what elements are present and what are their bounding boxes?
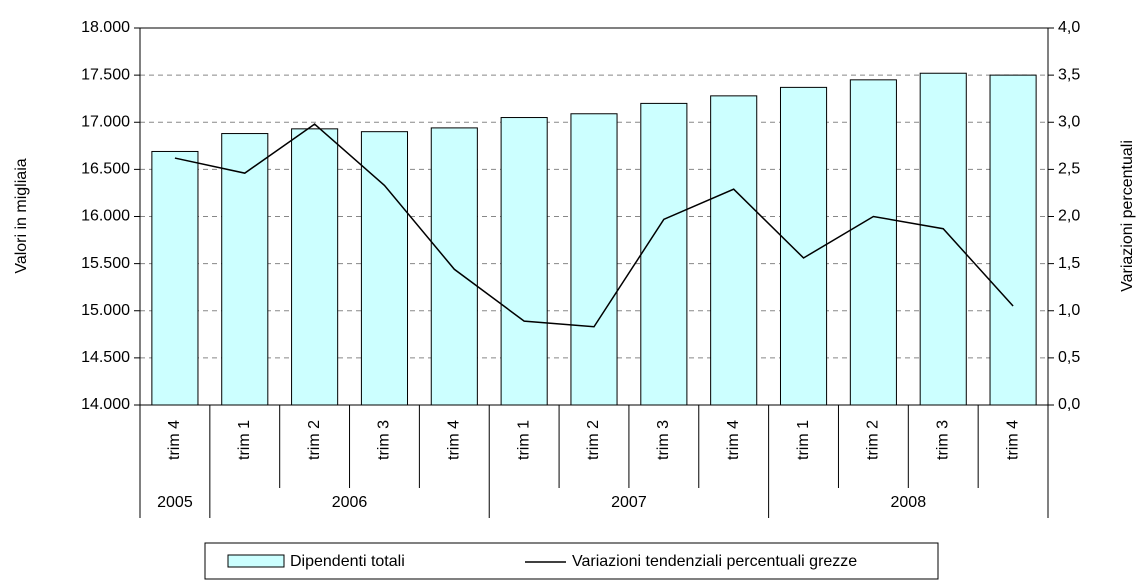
x-group-label: 2006 <box>332 494 368 511</box>
bar <box>430 127 478 406</box>
bar <box>710 95 758 406</box>
x-tick-label: trim 4 <box>1004 420 1021 460</box>
bar <box>989 74 1037 406</box>
y2-tick-label: 1,5 <box>1058 255 1080 272</box>
y2-tick-label: 2,5 <box>1058 161 1080 178</box>
x-tick-label: trim 1 <box>236 420 253 460</box>
bar <box>500 117 548 406</box>
line <box>174 123 1014 328</box>
x-tick-label: trim 4 <box>725 420 742 460</box>
x-tick-label: trim 1 <box>515 420 532 460</box>
x-group-label: 2005 <box>157 494 193 511</box>
bar <box>570 113 618 406</box>
y-tick-label: 16.000 <box>81 208 130 225</box>
y2-tick-label: 1,0 <box>1058 302 1080 319</box>
x-tick-label: trim 4 <box>446 420 463 460</box>
x-tick-label: trim 4 <box>166 420 183 460</box>
legend-swatch <box>227 554 285 568</box>
y2-tick-label: 0,5 <box>1058 349 1080 366</box>
y2-tick-label: 3,0 <box>1058 113 1080 130</box>
x-tick-label: trim 2 <box>585 420 602 460</box>
y2-tick-label: 4,0 <box>1058 19 1080 36</box>
bar <box>919 72 967 406</box>
legend <box>204 542 939 580</box>
bar <box>360 131 409 406</box>
x-tick-label: trim 3 <box>376 420 393 460</box>
x-tick-label: trim 2 <box>865 420 882 460</box>
y2-tick-label: 2,0 <box>1058 208 1080 225</box>
y-tick-label: 14.000 <box>81 396 130 413</box>
x-tick-label: trim 3 <box>655 420 672 460</box>
x-tick-label: trim 1 <box>795 420 812 460</box>
bar <box>291 128 339 406</box>
y2-tick-label: 3,5 <box>1058 66 1080 83</box>
y-tick-label: 16.500 <box>81 161 130 178</box>
bar <box>849 79 897 406</box>
x-group-label: 2007 <box>611 494 647 511</box>
y-axis-label: Valori in migliaia <box>13 158 30 273</box>
y2-tick-label: 0,0 <box>1058 396 1080 413</box>
x-tick-label: trim 2 <box>306 420 323 460</box>
bar <box>151 150 199 406</box>
y2-axis-label: Variazioni percentuali <box>1119 140 1136 292</box>
y-tick-label: 15.000 <box>81 302 130 319</box>
y-tick-label: 14.500 <box>81 349 130 366</box>
bar <box>640 102 688 406</box>
legend-label: Dipendenti totali <box>290 553 405 570</box>
y-tick-label: 17.000 <box>81 113 130 130</box>
legend-label: Variazioni tendenziali percentuali grezz… <box>572 553 857 570</box>
bar <box>779 86 828 406</box>
x-tick-label: trim 3 <box>934 420 951 460</box>
y-tick-label: 18.000 <box>81 19 130 36</box>
bar <box>221 133 269 406</box>
y-tick-label: 15.500 <box>81 255 130 272</box>
y-tick-label: 17.500 <box>81 66 130 83</box>
x-group-label: 2008 <box>891 494 927 511</box>
